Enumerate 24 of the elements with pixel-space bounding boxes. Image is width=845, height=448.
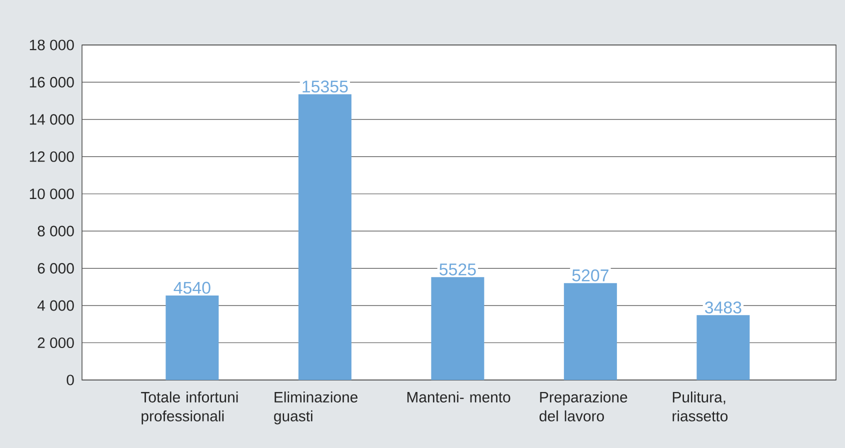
y-tick-label: 2 000 xyxy=(38,337,74,348)
bar xyxy=(431,277,484,380)
data-label: 5207 xyxy=(572,269,608,282)
data-label: 15355 xyxy=(302,80,348,93)
data-label: 3483 xyxy=(704,301,742,314)
y-tick-label: 0 xyxy=(66,374,74,386)
y-tick-label: 4 000 xyxy=(37,300,74,311)
x-tick-label: Preparazione del lavoro xyxy=(540,392,628,422)
x-tick-label: Totale infortuni professionali xyxy=(141,392,238,424)
y-tick-label: 14 000 xyxy=(30,114,74,125)
y-tick-label: 18 000 xyxy=(30,40,74,50)
y-tick-label: 16 000 xyxy=(30,76,74,88)
x-tick-label: Manteni- mento xyxy=(407,392,510,402)
x-tick-label: Pulitura, riassetto xyxy=(672,392,728,422)
x-tick-label: Eliminazione guasti xyxy=(274,392,358,424)
y-tick-label: 10 000 xyxy=(30,188,74,200)
y-tick-label: 6 000 xyxy=(38,263,74,274)
bar xyxy=(696,315,750,380)
y-tick-label: 12 000 xyxy=(30,151,74,162)
bar xyxy=(564,283,617,380)
data-label: 4540 xyxy=(174,282,210,294)
y-tick-label: 8 000 xyxy=(38,226,74,236)
bar xyxy=(298,94,352,380)
data-label: 5525 xyxy=(440,263,476,276)
